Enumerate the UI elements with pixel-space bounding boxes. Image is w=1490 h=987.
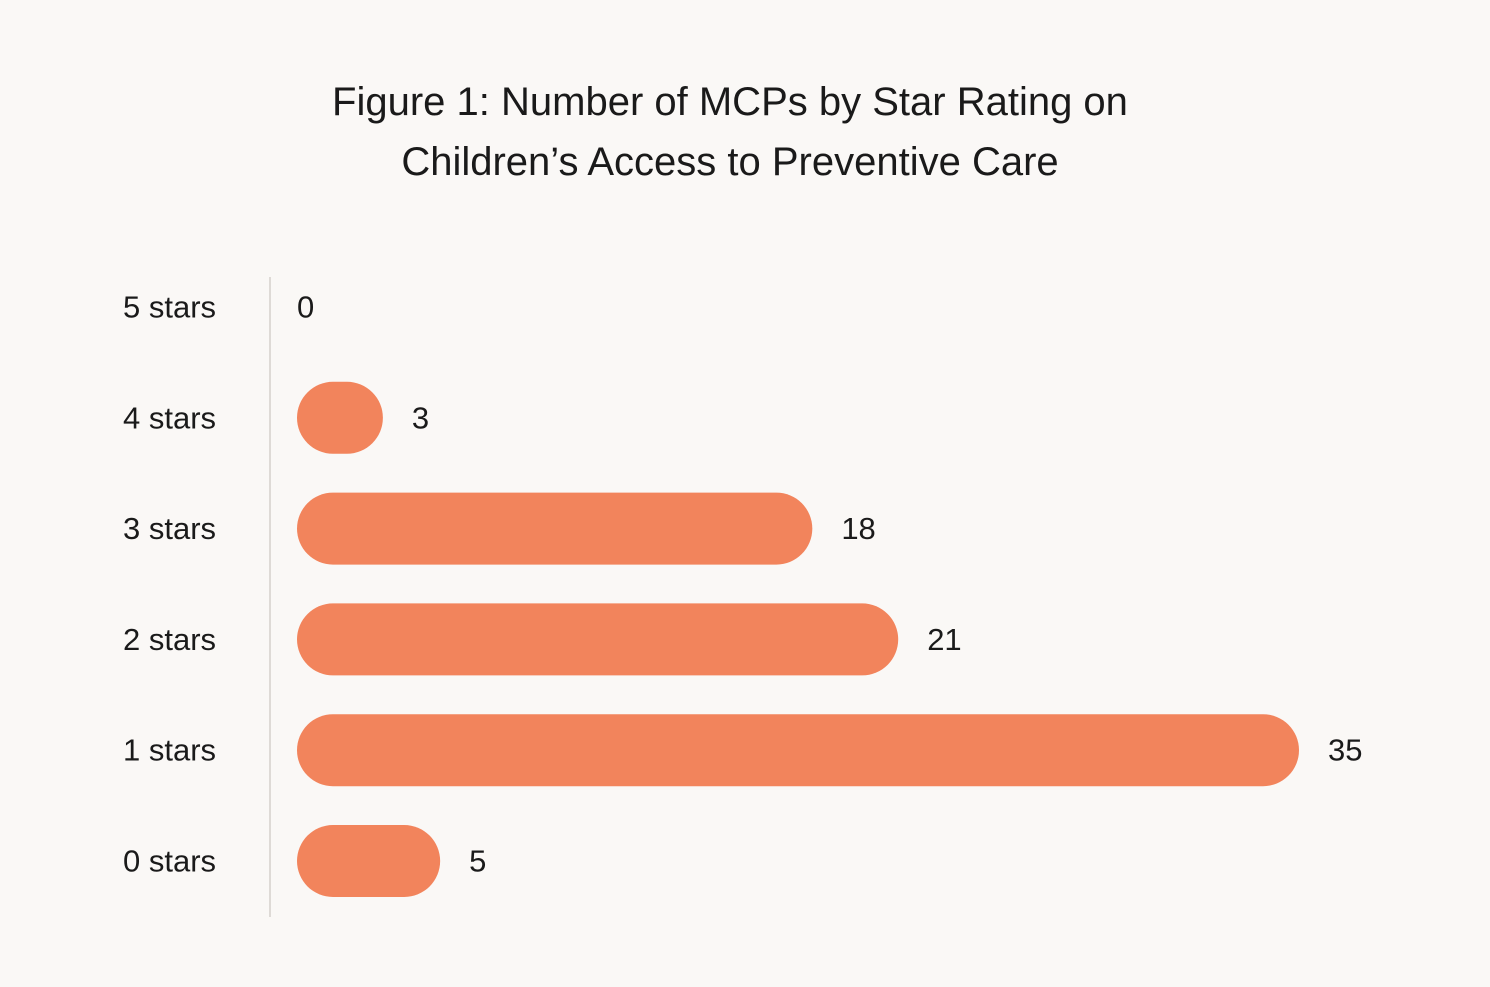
bar: [297, 603, 899, 676]
bar: [297, 381, 383, 454]
chart-title-line-2: Children’s Access to Preventive Care: [401, 140, 1059, 184]
category-label: 2 stars: [123, 622, 216, 657]
category-label: 1 stars: [123, 733, 216, 768]
category-label: 0 stars: [123, 844, 216, 879]
bar: [297, 714, 1299, 787]
chart-title: Figure 1: Number of MCPs by Star Rating …: [230, 72, 1230, 192]
value-label: 5: [469, 844, 486, 879]
value-label: 35: [1328, 733, 1362, 768]
value-label: 0: [297, 290, 314, 325]
category-label: 5 stars: [123, 290, 216, 325]
value-label: 21: [927, 622, 961, 657]
chart-title-line-1: Figure 1: Number of MCPs by Star Rating …: [332, 80, 1128, 124]
category-label: 3 stars: [123, 511, 216, 546]
category-label: 4 stars: [123, 400, 216, 435]
bar: [297, 492, 813, 565]
value-label: 18: [841, 511, 875, 546]
bar: [297, 825, 441, 897]
value-label: 3: [412, 400, 429, 435]
bars-layer: 5 stars 0 4 stars 3 3 stars 18 2 stars 21 1 star…: [123, 290, 1362, 897]
